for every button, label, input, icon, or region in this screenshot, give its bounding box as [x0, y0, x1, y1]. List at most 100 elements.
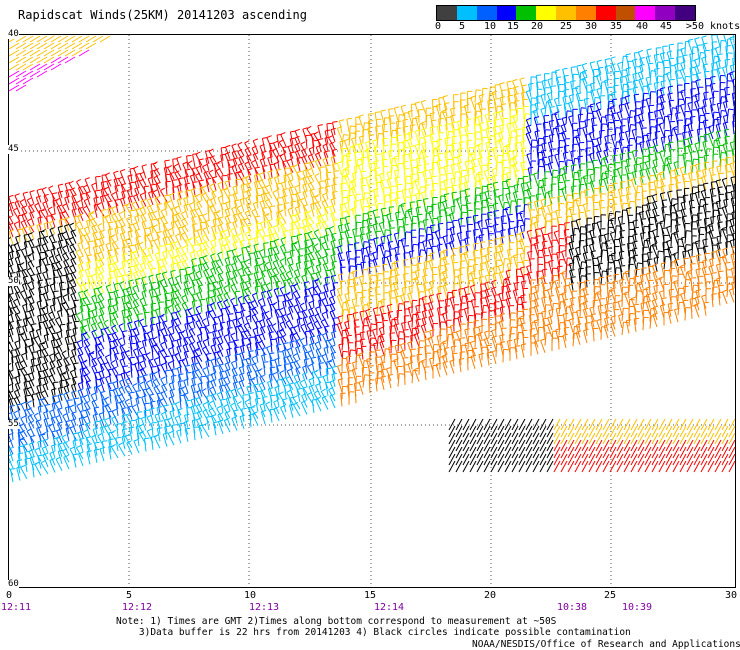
- wind-barb: [110, 194, 119, 207]
- wind-barb: [42, 384, 49, 398]
- wind-barb-flag: [163, 285, 169, 288]
- wind-barb: [388, 151, 392, 165]
- wind-barb-flag: [416, 353, 423, 356]
- wind-barb-flag: [51, 444, 57, 447]
- wind-barb-flag: [85, 408, 91, 411]
- wind-barb: [313, 133, 322, 146]
- wind-barb-flag: [170, 269, 176, 272]
- wind-barb-flag: [315, 397, 321, 400]
- legend-swatch-2: [476, 6, 497, 20]
- wind-barb-flag: [318, 362, 324, 364]
- wind-barb: [131, 203, 140, 216]
- wind-barb: [104, 405, 112, 418]
- wind-barb-flag: [354, 382, 360, 384]
- wind-barb-flag: [428, 259, 434, 262]
- wind-barb-flag: [91, 294, 97, 298]
- wind-barb-flag: [9, 313, 12, 317]
- wind-barb-flag: [246, 364, 252, 367]
- wind-barb-flag: [85, 268, 91, 271]
- wind-barb: [315, 385, 322, 398]
- wind-barb-flag: [429, 126, 435, 129]
- wind-barb-flag: [9, 390, 14, 394]
- wind-barb-flag: [365, 308, 371, 312]
- wind-barb-flag: [251, 145, 257, 149]
- wind-barb-flag: [225, 200, 231, 204]
- wind-barb-flag: [306, 321, 312, 326]
- wind-barb-flag: [279, 286, 285, 290]
- wind-barb-flag: [270, 366, 276, 369]
- wind-barb-flag: [19, 436, 25, 441]
- wind-barb-flag: [99, 411, 105, 415]
- wind-barb: [28, 310, 35, 324]
- wind-barb-flag: [260, 388, 266, 392]
- wind-barb: [310, 238, 315, 252]
- wind-barb-flag: [246, 385, 252, 388]
- wind-barb-flag: [330, 155, 337, 159]
- wind-barb-flag: [150, 183, 156, 186]
- wind-barb-flag: [192, 223, 198, 225]
- wind-barb-flag: [13, 207, 18, 211]
- wind-barb-flag: [83, 394, 89, 398]
- wind-barb-flag: [294, 135, 300, 139]
- wind-barb-flag: [308, 286, 314, 290]
- wind-barb-flag: [244, 287, 250, 291]
- wind-barb-flag: [380, 368, 386, 371]
- wind-barb-flag: [234, 346, 240, 349]
- wind-barb-flag: [283, 230, 289, 233]
- wind-barb-flag: [152, 378, 158, 382]
- wind-barb-flag: [99, 446, 105, 450]
- wind-barb-flag: [323, 262, 329, 265]
- wind-barb-flag: [197, 333, 203, 336]
- wind-barb-flag: [38, 405, 44, 408]
- wind-barb-flag: [359, 275, 365, 278]
- wind-barb-flag: [21, 205, 27, 209]
- wind-barb-flag: [248, 238, 254, 241]
- wind-barb-flag: [395, 127, 401, 130]
- wind-barb-flag: [364, 192, 370, 194]
- wind-barb-flag: [294, 219, 300, 223]
- wind-barb-flag: [359, 135, 365, 138]
- wind-barb-flag: [111, 429, 116, 434]
- wind-barb-flag: [393, 316, 399, 319]
- wind-barb-flag: [410, 124, 416, 126]
- wind-barb-flag: [61, 434, 67, 438]
- wind-barb-flag: [169, 171, 175, 175]
- wind-barb-flag: [304, 239, 310, 242]
- wind-barb-flag: [299, 337, 305, 341]
- wind-barb-flag: [191, 258, 197, 261]
- wind-barb: [267, 158, 273, 171]
- wind-barb-flag: [307, 363, 313, 368]
- wind-barb: [267, 255, 273, 269]
- wind-barb-flag: [290, 200, 297, 203]
- wind-barb-flag: [246, 203, 252, 206]
- wind-barb-flag: [43, 193, 49, 197]
- wind-barb-flag: [160, 215, 166, 219]
- legend-swatch-10: [635, 6, 656, 20]
- wind-barb-flag: [211, 260, 217, 263]
- wind-barb-flag: [111, 415, 117, 420]
- wind-barb-flag: [314, 313, 320, 317]
- wind-barb: [226, 223, 231, 237]
- wind-barb-flag: [97, 321, 103, 325]
- wind-barb: [167, 433, 175, 446]
- wind-barb: [169, 194, 175, 208]
- wind-barb: [261, 355, 266, 369]
- wind-barb-flag: [428, 294, 435, 297]
- wind-barb-flag: [27, 400, 32, 404]
- wind-barb: [24, 409, 28, 423]
- wind-barb-flag: [9, 369, 14, 373]
- wind-barb-flag: [152, 189, 158, 193]
- wind-barb-flag: [161, 257, 167, 261]
- wind-barb-flag: [231, 206, 237, 210]
- wind-barb-flag: [51, 262, 57, 265]
- wind-barb-flag: [161, 411, 167, 415]
- wind-barb-flag: [321, 353, 327, 357]
- wind-barb-flag: [37, 314, 43, 317]
- wind-barb-flag: [254, 180, 260, 183]
- wind-barb-flag: [183, 336, 189, 340]
- wind-barb: [102, 217, 105, 231]
- wind-barb-flag: [183, 378, 189, 382]
- wind-barb-flag: [211, 414, 217, 417]
- wind-barb-flag: [76, 339, 82, 343]
- wind-barb-flag: [9, 404, 15, 407]
